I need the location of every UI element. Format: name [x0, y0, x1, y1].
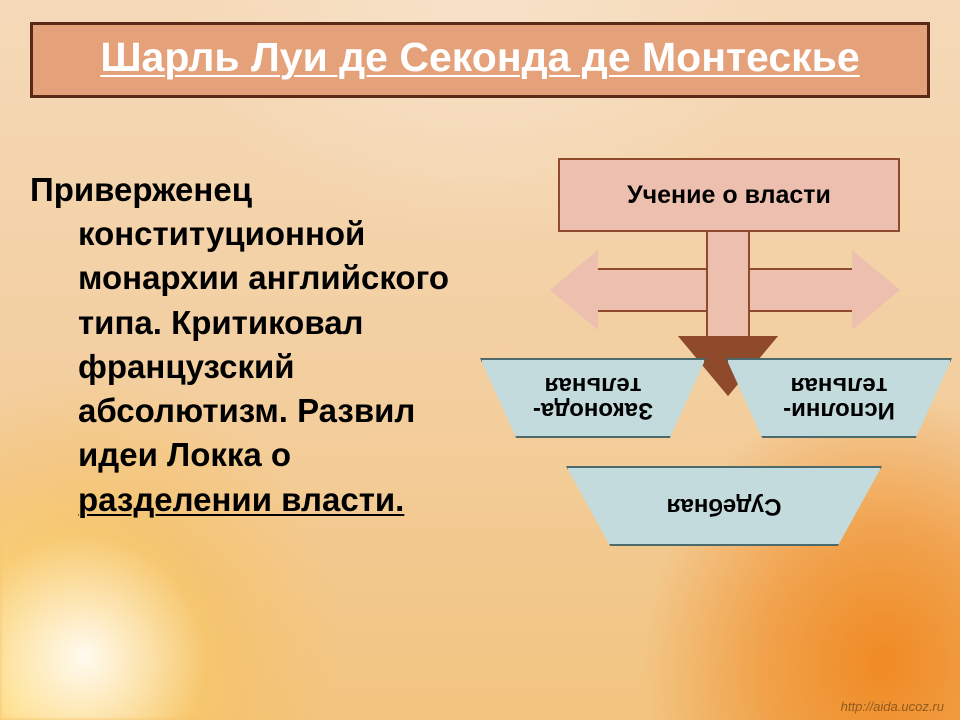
body-text-main: Приверженец конституционной монархии анг… — [30, 171, 449, 473]
branch-executive-line1: Исполни- — [783, 397, 895, 424]
branch-executive: Исполни- тельная — [726, 358, 952, 438]
body-text-underlined: разделении власти. — [78, 481, 404, 518]
diagram-root-label: Учение о власти — [627, 181, 831, 210]
branch-legislative: Законода- тельная — [480, 358, 706, 438]
branch-judicial-line1: Судебная — [666, 493, 781, 520]
branch-legislative-line2: тельная — [545, 372, 642, 399]
diagram-root-box: Учение о власти — [558, 158, 900, 232]
slide-title: Шарль Луи де Секонда де Монтескье — [45, 35, 915, 81]
body-paragraph: Приверженец конституционной монархии анг… — [30, 168, 460, 522]
arrow-left-head-icon — [550, 250, 598, 330]
arrow-joint — [708, 270, 748, 310]
title-box: Шарль Луи де Секонда де Монтескье — [30, 22, 930, 98]
branch-judicial: Судебная — [566, 466, 882, 546]
footer-url: http://aida.ucoz.ru — [841, 699, 944, 714]
branch-legislative-line1: Законода- — [533, 397, 653, 424]
branch-executive-line2: тельная — [791, 372, 888, 399]
power-diagram: Учение о власти Законода- тельная Исполн… — [480, 158, 940, 588]
arrow-right-head-icon — [852, 250, 900, 330]
